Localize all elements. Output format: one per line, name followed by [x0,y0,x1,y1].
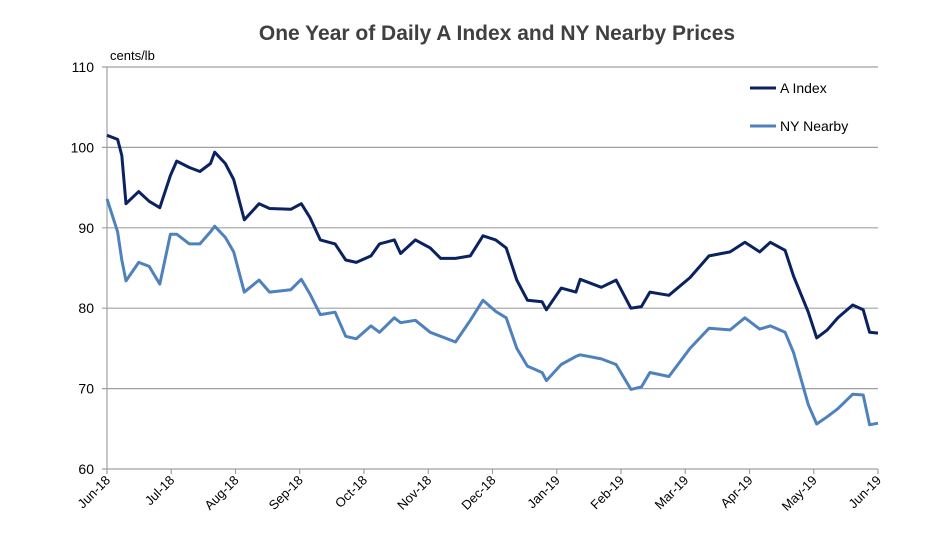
x-tick-label: May-19 [779,473,820,514]
x-tick-label: Jun-18 [74,473,113,512]
series-line-ny-nearby [105,198,879,427]
y-axis-unit-label: cents/lb [110,48,155,63]
y-tick-label: 70 [78,381,94,397]
y-tick-label: 110 [72,59,95,75]
x-tick-label: Jan-19 [524,473,563,512]
x-tick-label: Jun-19 [845,473,884,512]
x-tick-label: Apr-19 [717,473,755,511]
x-tick-label: Dec-18 [458,473,498,513]
x-tick-label: Sep-18 [266,473,306,513]
y-tick-label: 60 [78,461,94,477]
x-tick-label: Nov-18 [394,473,434,513]
chart-title: One Year of Daily A Index and NY Nearby … [259,22,735,45]
series-line-a-index [106,133,879,340]
x-tick-label: Aug-18 [201,473,241,513]
x-tick-label: Feb-19 [587,473,627,513]
legend-label: NY Nearby [780,118,848,134]
y-tick-label: 100 [71,139,95,155]
x-tick-label: Jul-18 [142,473,178,509]
y-tick-label: 90 [78,220,94,236]
x-tick-label: Mar-19 [652,473,692,513]
x-tick-label: Oct-18 [332,473,370,511]
y-tick-label: 80 [78,300,94,316]
legend-label: A Index [780,80,827,96]
